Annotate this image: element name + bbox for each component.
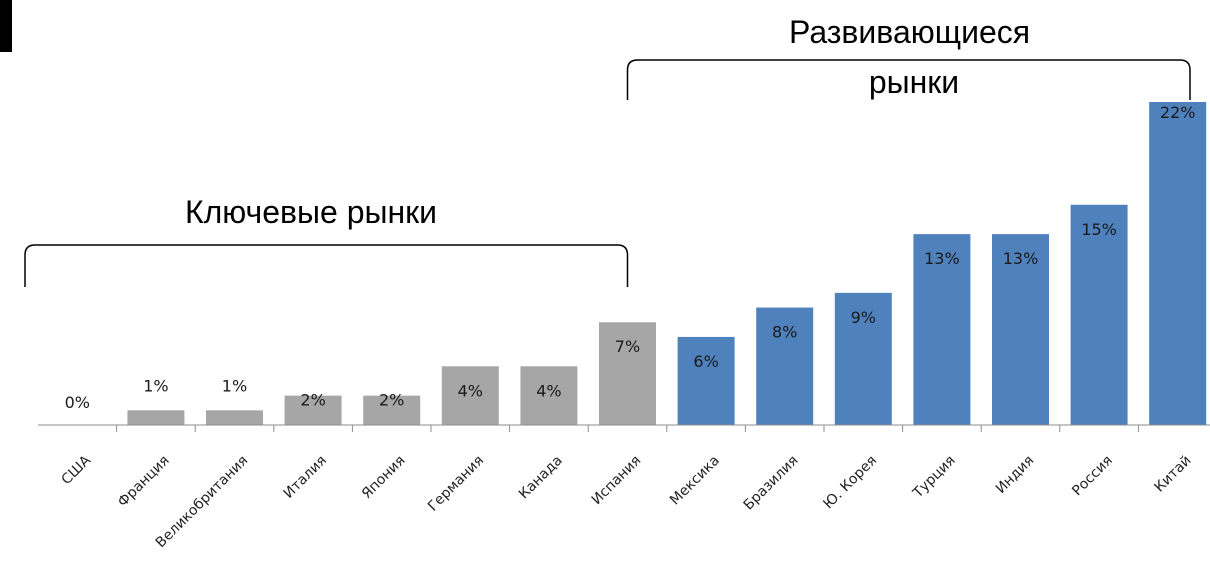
tick-label: Индия: [993, 453, 1037, 497]
tick-label: США: [59, 452, 95, 488]
data-label: 0%: [65, 393, 90, 412]
tick-label: Германия: [425, 453, 487, 515]
tick-label: Бразилия: [741, 453, 802, 514]
data-label: 9%: [851, 308, 876, 327]
tick-label: Франция: [115, 453, 173, 511]
tick-label: Турция: [909, 453, 958, 502]
bar: [834, 292, 892, 425]
bar: [677, 336, 735, 425]
tick-label: Россия: [1069, 453, 1116, 500]
tick-label: Италия: [281, 453, 330, 502]
emerging-markets-annotation: Развивающиеся рынки: [789, 14, 1039, 100]
bar: [599, 322, 656, 425]
key-markets-bracket: [24, 244, 629, 287]
data-label: 4%: [536, 381, 561, 400]
bar: [1070, 204, 1128, 425]
bar: [206, 410, 263, 425]
tick-label: Китай: [1151, 453, 1194, 496]
data-label: 13%: [1003, 249, 1039, 268]
emerging-markets-bracket: [626, 59, 1191, 100]
tick-label: Япония: [359, 453, 409, 503]
data-label: 1%: [143, 376, 168, 395]
bar: [441, 366, 499, 425]
data-label: 1%: [222, 376, 247, 395]
bar: [756, 307, 814, 425]
bar: [363, 395, 421, 425]
tick-label: Канада: [516, 453, 566, 503]
tick-label: Испания: [589, 453, 645, 509]
data-label: 4%: [458, 381, 483, 400]
bar: [913, 234, 971, 425]
bar: [520, 366, 578, 425]
bar: [127, 410, 185, 425]
corner-marker: [0, 0, 12, 52]
key-markets-annotation: Ключевые рынки: [185, 194, 437, 230]
bars-layer: [127, 102, 1207, 425]
x-axis: [38, 424, 1210, 432]
data-label: 7%: [615, 337, 640, 356]
data-label: 13%: [924, 249, 960, 268]
tick-label: Мексика: [667, 453, 723, 509]
bar: [992, 234, 1049, 425]
data-labels: 0% 1% 1% 2% 2% 4% 4% 7% 6% 8% 9% 13% 13% 15% 22%: [65, 103, 1196, 412]
data-label: 6%: [693, 352, 718, 371]
data-label: 22%: [1160, 103, 1196, 122]
data-label: 2%: [300, 391, 325, 410]
tick-label: Ю. Корея: [820, 453, 880, 513]
data-label: 8%: [772, 323, 797, 342]
data-label: 2%: [379, 391, 404, 410]
bar: [284, 395, 342, 425]
data-label: 15%: [1081, 220, 1117, 239]
bar: [1149, 102, 1207, 425]
